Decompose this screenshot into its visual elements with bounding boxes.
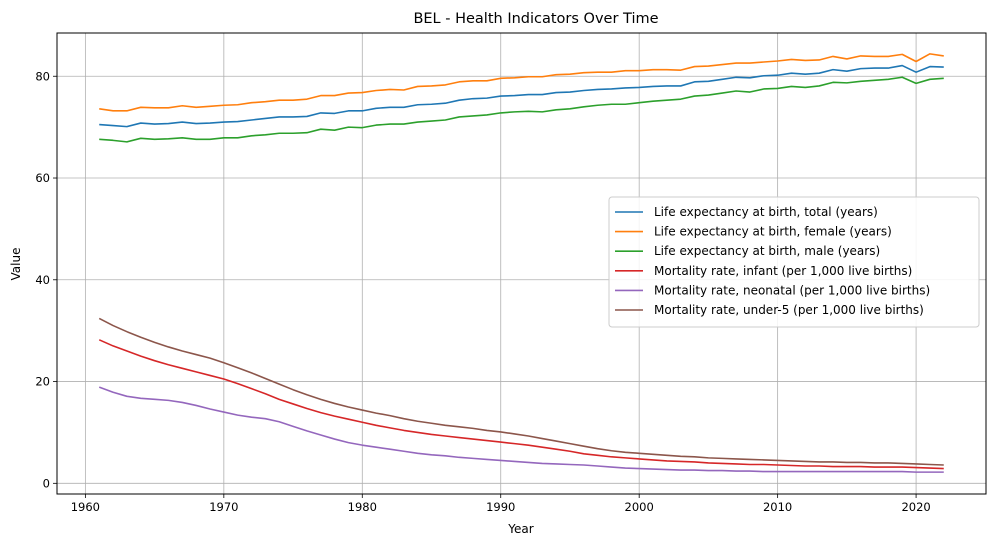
y-tick-label: 40 xyxy=(35,273,50,287)
plot-frame xyxy=(56,32,987,495)
y-tick-label: 20 xyxy=(35,375,50,389)
legend-label-2: Life expectancy at birth, female (years) xyxy=(654,225,892,239)
legend-label-1: Life expectancy at birth, total (years) xyxy=(654,205,878,219)
chart-title: BEL - Health Indicators Over Time xyxy=(413,11,658,27)
series-line-2 xyxy=(99,53,944,112)
x-tick-label: 2020 xyxy=(901,500,930,514)
legend-label-4: Mortality rate, infant (per 1,000 live b… xyxy=(654,264,912,278)
x-axis-label: Year xyxy=(507,522,533,536)
legend: Life expectancy at birth, total (years) L… xyxy=(608,196,980,328)
y-tick-label: 0 xyxy=(43,476,50,490)
axis-ticks: 1960 1970 1980 1990 2000 2010 2020 0 20 40 60 80 xyxy=(35,69,930,514)
series-line-4 xyxy=(98,339,944,470)
series-line-6 xyxy=(98,317,944,466)
x-tick-label: 1970 xyxy=(209,500,238,514)
series-line-3 xyxy=(99,76,944,143)
x-tick-label: 1960 xyxy=(71,500,100,514)
legend-label-3: Life expectancy at birth, male (years) xyxy=(654,244,880,258)
y-tick-label: 80 xyxy=(35,69,50,83)
series-lines xyxy=(98,53,944,473)
series-line-1 xyxy=(99,64,944,128)
legend-label-5: Mortality rate, neonatal (per 1,000 live… xyxy=(654,283,930,297)
x-tick-label: 2010 xyxy=(763,500,792,514)
x-tick-label: 1980 xyxy=(348,500,377,514)
y-tick-label: 60 xyxy=(35,171,50,185)
y-axis-label: Value xyxy=(9,248,23,281)
legend-box xyxy=(608,196,980,328)
x-tick-label: 1990 xyxy=(486,500,515,514)
legend-label-6: Mortality rate, under-5 (per 1,000 live … xyxy=(654,303,924,317)
x-tick-label: 2000 xyxy=(625,500,654,514)
series-line-5 xyxy=(98,386,944,473)
